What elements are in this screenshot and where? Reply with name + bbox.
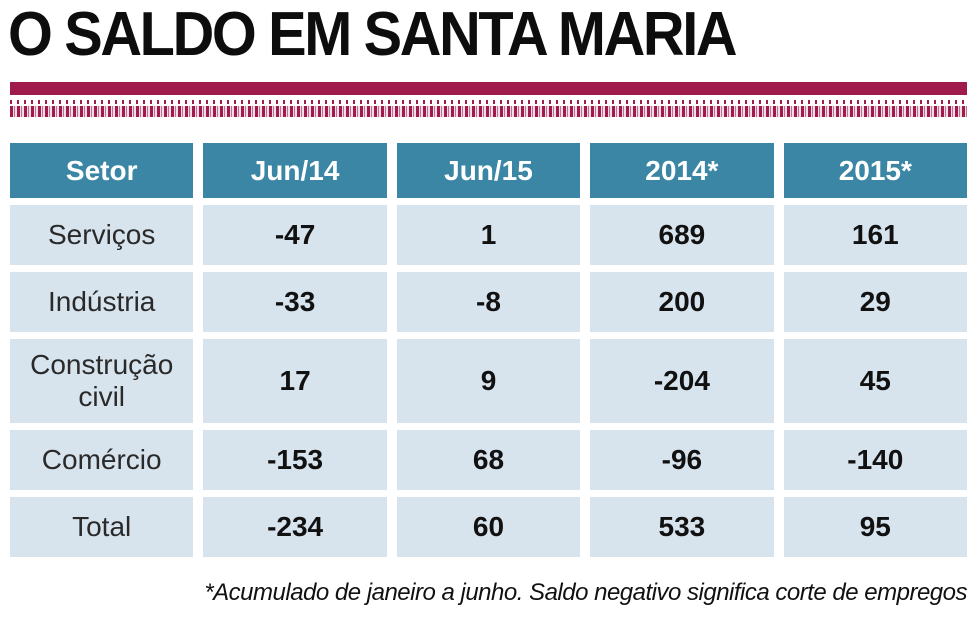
- col-header-jun14: Jun/14: [203, 143, 387, 198]
- footnote: *Acumulado de janeiro a junho. Saldo neg…: [204, 579, 967, 607]
- tick-bars-row: [10, 106, 967, 117]
- table-row-comercio: Comércio -153 68 -96 -140: [10, 430, 967, 491]
- value-cell: -140: [783, 430, 967, 491]
- value-cell: 1: [396, 205, 581, 265]
- row-label-total: Total: [10, 497, 194, 558]
- table-row-total: Total -234 60 533 95: [10, 497, 967, 558]
- value-cell: 68: [396, 430, 581, 491]
- col-header-setor: Setor: [10, 143, 194, 198]
- value-cell: 689: [590, 205, 774, 265]
- value-cell: -33: [203, 272, 387, 332]
- value-cell: 45: [783, 339, 967, 424]
- table-row-servicos: Serviços -47 1 689 161: [10, 205, 967, 265]
- value-cell: -96: [590, 430, 774, 491]
- value-cell: 161: [783, 205, 967, 265]
- col-header-2014: 2014*: [590, 143, 774, 198]
- col-header-2015: 2015*: [783, 143, 967, 198]
- table-row-construcao-civil: Construção civil 17 9 -204 45: [10, 339, 967, 424]
- value-cell: 29: [783, 272, 967, 332]
- value-cell: 200: [590, 272, 774, 332]
- value-cell: 533: [590, 497, 774, 558]
- value-cell: -153: [203, 430, 387, 491]
- value-cell: 9: [396, 339, 581, 424]
- title-underline-bar: [10, 82, 967, 95]
- value-cell: 17: [203, 339, 387, 424]
- table-row-industria: Indústria -33 -8 200 29: [10, 272, 967, 332]
- row-label-servicos: Serviços: [10, 205, 194, 265]
- header-row: Setor Jun/14 Jun/15 2014* 2015*: [10, 143, 967, 198]
- row-label-comercio: Comércio: [10, 430, 194, 491]
- value-cell: 60: [396, 497, 581, 558]
- row-label-construcao-civil: Construção civil: [10, 339, 194, 424]
- tick-dots-row: [10, 100, 967, 104]
- row-label-industria: Indústria: [10, 272, 194, 332]
- value-cell: -8: [396, 272, 581, 332]
- decorative-tick-pattern: [10, 100, 967, 117]
- value-cell: -234: [203, 497, 387, 558]
- value-cell: 95: [783, 497, 967, 558]
- value-cell: -47: [203, 205, 387, 265]
- page-title: O SALDO EM SANTA MARIA: [8, 0, 738, 69]
- saldo-table: Setor Jun/14 Jun/15 2014* 2015* Serviços…: [0, 136, 977, 564]
- col-header-jun15: Jun/15: [396, 143, 581, 198]
- value-cell: -204: [590, 339, 774, 424]
